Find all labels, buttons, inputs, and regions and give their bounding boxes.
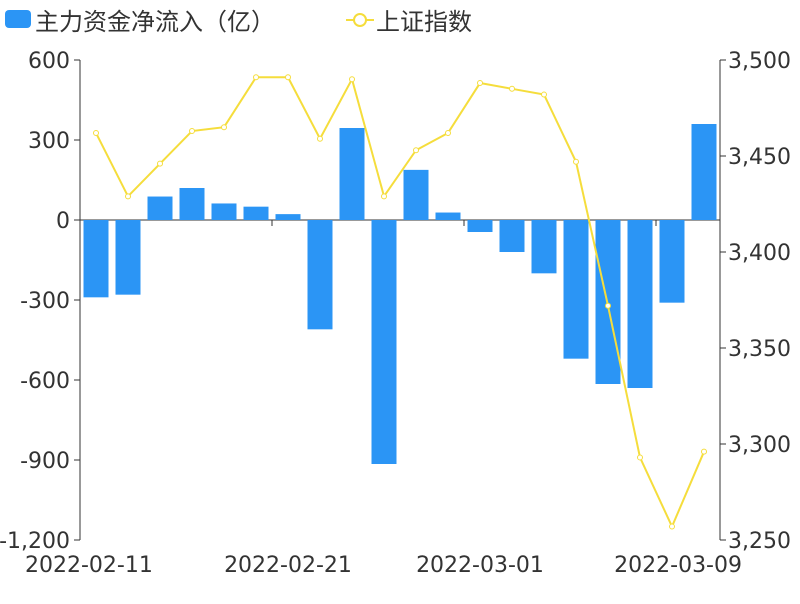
bar[interactable] [211, 203, 237, 220]
index-point[interactable] [541, 91, 547, 98]
legend-bar-swatch [5, 10, 31, 28]
bar[interactable] [403, 169, 429, 220]
y-left-tick-label: -1,200 [0, 529, 70, 554]
index-point[interactable] [413, 147, 419, 154]
index-point[interactable] [605, 302, 611, 309]
y-left-tick-label: 0 [56, 209, 70, 234]
index-point[interactable] [509, 85, 515, 92]
index-point[interactable] [189, 128, 195, 135]
bar[interactable] [115, 220, 141, 295]
legend-label-index: 上证指数 [376, 8, 472, 36]
bar[interactable] [339, 128, 365, 220]
legend-label-net-inflow: 主力资金净流入（亿） [35, 8, 275, 36]
x-tick-label: 2022-03-09 [614, 553, 742, 578]
bar[interactable] [627, 220, 653, 388]
y-right-tick-label: 3,500 [728, 49, 791, 74]
bar[interactable] [499, 220, 525, 252]
bar[interactable] [371, 220, 397, 464]
y-left-tick-label: -300 [20, 289, 70, 314]
bar[interactable] [691, 124, 717, 220]
y-right-tick-label: 3,300 [728, 433, 791, 458]
bar[interactable] [83, 220, 109, 298]
y-left-tick-label: -600 [20, 369, 70, 394]
x-tick-label: 2022-02-21 [224, 553, 352, 578]
index-point[interactable] [701, 448, 707, 455]
index-point[interactable] [381, 193, 387, 200]
tick-labels: 600 300 0 -300 -600 -900 -1,200 3,500 3,450 3,400… [0, 49, 791, 578]
index-point[interactable] [573, 158, 579, 165]
legend[interactable]: 主力资金净流入（亿） 上证指数 [5, 8, 472, 36]
y-right-tick-label: 3,350 [728, 337, 791, 362]
bar[interactable] [243, 206, 269, 220]
y-left-tick-label: 300 [28, 129, 70, 154]
x-tick-label: 2022-03-01 [416, 553, 544, 578]
x-tick-label: 2022-02-11 [25, 553, 153, 578]
bar[interactable] [467, 220, 493, 232]
bar[interactable] [307, 220, 333, 330]
y-left-tick-label: 600 [28, 49, 70, 74]
bar-series [83, 124, 717, 464]
index-point[interactable] [637, 454, 643, 461]
bar[interactable] [659, 220, 685, 303]
bar[interactable] [531, 220, 557, 274]
index-point[interactable] [317, 135, 323, 142]
legend-line-marker [353, 13, 367, 27]
y-right-tick-label: 3,250 [728, 529, 791, 554]
index-point[interactable] [93, 129, 99, 136]
bar[interactable] [179, 188, 205, 220]
bar[interactable] [275, 214, 301, 220]
bar[interactable] [435, 212, 461, 220]
line-series [93, 74, 707, 530]
index-line [95, 76, 705, 530]
index-point[interactable] [445, 129, 451, 136]
y-left-tick-label: -900 [20, 449, 70, 474]
bar[interactable] [563, 220, 589, 359]
index-point[interactable] [669, 523, 675, 530]
index-point[interactable] [221, 124, 227, 131]
index-point[interactable] [125, 193, 131, 200]
y-right-tick-label: 3,400 [728, 241, 791, 266]
index-point[interactable] [253, 74, 259, 81]
y-right-tick-label: 3,450 [728, 145, 791, 170]
index-point[interactable] [285, 74, 291, 81]
bar[interactable] [147, 196, 173, 220]
index-point[interactable] [349, 76, 355, 83]
index-point[interactable] [477, 80, 483, 87]
index-point[interactable] [157, 160, 163, 167]
